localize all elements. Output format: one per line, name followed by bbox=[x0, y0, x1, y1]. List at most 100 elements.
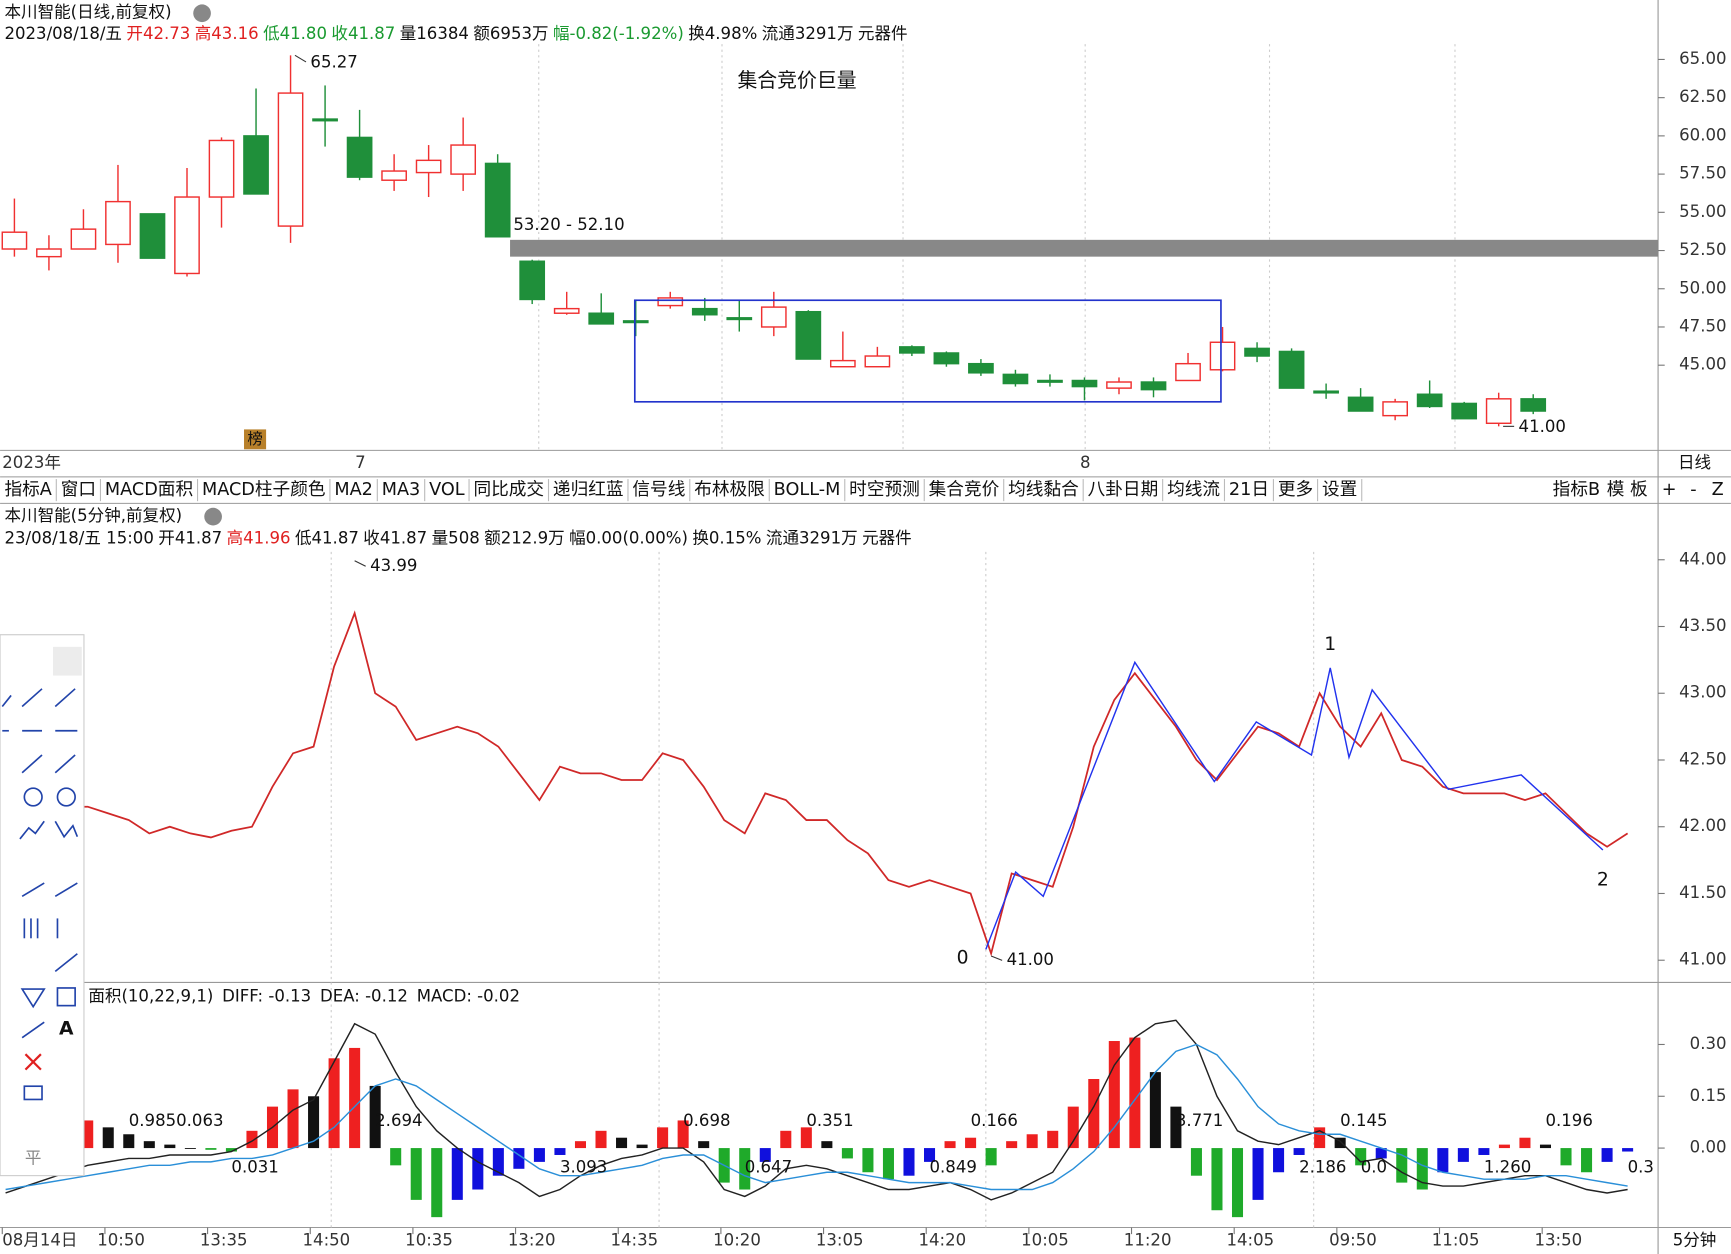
histogram-bar bbox=[205, 1148, 217, 1150]
period-label: 日线 bbox=[1678, 453, 1711, 472]
candle-body bbox=[1140, 381, 1167, 391]
histogram-bar bbox=[1581, 1148, 1593, 1173]
info-item: 元器件 bbox=[862, 528, 912, 547]
annotation: 41.00 bbox=[1007, 950, 1054, 969]
x-tick-label: 7 bbox=[355, 453, 366, 472]
area-label: 0.351 bbox=[806, 1111, 853, 1130]
annotation-pointer bbox=[990, 955, 1003, 961]
histogram-bar bbox=[1026, 1134, 1038, 1149]
toolbox-text[interactable]: 平 bbox=[25, 1149, 42, 1168]
toolbar-button[interactable]: MA3 bbox=[382, 480, 421, 500]
histogram-bar bbox=[1108, 1041, 1120, 1149]
close-button[interactable] bbox=[53, 646, 82, 676]
toolbar-button[interactable]: - bbox=[1690, 480, 1696, 500]
candle-body bbox=[1209, 341, 1236, 371]
info-item: 低41.80 bbox=[263, 24, 327, 43]
area-label: 0.196 bbox=[1545, 1111, 1592, 1130]
candle-body bbox=[415, 159, 442, 174]
toolbar-button[interactable]: 更多 bbox=[1278, 479, 1313, 500]
info-line: 23/08/18/五 15:00 开41.87 高41.96 低41.87 收41.87… bbox=[4, 528, 911, 547]
toolbar-button[interactable]: 同比成交 bbox=[473, 479, 544, 500]
y-tick-label: 44.00 bbox=[1679, 549, 1726, 568]
area-label: 0.9850.063 bbox=[129, 1111, 224, 1130]
toolbar-button[interactable]: + bbox=[1662, 480, 1677, 500]
histogram-bar bbox=[492, 1148, 504, 1176]
toolbar-button[interactable]: VOL bbox=[429, 480, 465, 500]
histogram-bar bbox=[1437, 1148, 1449, 1173]
candle-body bbox=[726, 317, 753, 321]
toolbar-button[interactable]: 指标A bbox=[4, 479, 51, 500]
candle-body bbox=[1, 231, 28, 250]
title: 本川智能(5分钟,前复权) bbox=[4, 506, 182, 525]
y-tick-label: 41.50 bbox=[1679, 883, 1726, 902]
info-item: 元器件 bbox=[858, 24, 908, 43]
annotation-pointer bbox=[294, 54, 307, 63]
histogram-bar bbox=[1519, 1137, 1531, 1149]
histogram-bar bbox=[1252, 1148, 1264, 1200]
histogram-bar bbox=[1539, 1144, 1552, 1149]
toolbar-button[interactable]: 模 板 bbox=[1607, 479, 1648, 500]
toolbar-button[interactable]: 递归红蓝 bbox=[553, 479, 624, 500]
candle-body bbox=[484, 162, 511, 238]
info-item: 幅0.00(0.00%) bbox=[569, 528, 688, 547]
toolbar-button[interactable]: 信号线 bbox=[632, 479, 685, 500]
histogram-bar bbox=[390, 1148, 402, 1166]
y-tick-label: 47.50 bbox=[1679, 316, 1726, 335]
toolbar-button[interactable]: 集合竞价 bbox=[929, 479, 1000, 500]
histogram-bar bbox=[1560, 1148, 1572, 1166]
toolbar-button[interactable]: MACD面积 bbox=[105, 479, 193, 500]
area-label: 3.771 bbox=[1176, 1111, 1223, 1130]
histogram-bar bbox=[1355, 1148, 1367, 1166]
y-tick-label: 52.50 bbox=[1679, 240, 1726, 259]
histogram-bar bbox=[82, 1120, 94, 1149]
toolbar-button[interactable]: Z bbox=[1712, 480, 1724, 500]
toolbox-text[interactable]: A bbox=[59, 1018, 74, 1039]
histogram-bar bbox=[1088, 1079, 1100, 1149]
info-item: 高43.16 bbox=[195, 24, 259, 43]
y-tick-label: 55.00 bbox=[1679, 202, 1726, 221]
histogram-bar bbox=[841, 1148, 853, 1159]
indicator-line bbox=[5, 1019, 1628, 1201]
histogram-bar bbox=[574, 1141, 586, 1149]
period-label: 5分钟 bbox=[1673, 1230, 1717, 1249]
annotation: 43.99 bbox=[370, 556, 417, 575]
info-item: 额212.9万 bbox=[484, 528, 564, 547]
histogram-bar bbox=[410, 1148, 422, 1200]
x-tick-label: 14:05 bbox=[1226, 1230, 1274, 1249]
toolbar-button[interactable]: 21日 bbox=[1229, 480, 1269, 500]
toolbox: A 平 bbox=[0, 634, 85, 1177]
area-label: 2.186 bbox=[1299, 1157, 1346, 1176]
histogram-bar bbox=[965, 1137, 977, 1149]
toolbar-button[interactable]: MACD柱子颜色 bbox=[202, 479, 326, 500]
toolbar-button[interactable]: 均线流 bbox=[1167, 479, 1220, 500]
toolbar-button[interactable]: 窗口 bbox=[61, 479, 96, 500]
info-item: 收41.87 bbox=[363, 528, 427, 547]
toolbar-button[interactable]: 均线黏合 bbox=[1008, 479, 1079, 500]
candle-body bbox=[1451, 402, 1478, 420]
histogram-bar bbox=[1211, 1148, 1223, 1211]
dropdown[interactable] bbox=[204, 507, 222, 526]
legend-item: DEA: -0.12 bbox=[320, 986, 408, 1005]
histogram-bar bbox=[1334, 1137, 1346, 1149]
area-label: 0.166 bbox=[971, 1111, 1018, 1130]
toolbar-button[interactable]: MA2 bbox=[334, 480, 373, 500]
histogram-bar bbox=[1396, 1148, 1408, 1183]
wave-label: 1 bbox=[1324, 634, 1336, 655]
dropdown[interactable] bbox=[193, 4, 211, 23]
candle-body bbox=[312, 118, 338, 122]
price-line bbox=[5, 610, 1629, 957]
toolbar-button[interactable]: 布林极限 bbox=[694, 479, 765, 500]
toolbar-button[interactable]: 八卦日期 bbox=[1088, 479, 1159, 500]
toolbar-button[interactable]: 设置 bbox=[1322, 479, 1357, 500]
toolbar-button[interactable]: 指标B bbox=[1553, 479, 1600, 500]
toolbar-button[interactable]: 时空预测 bbox=[849, 479, 920, 500]
area-label: 0.031 bbox=[231, 1157, 278, 1176]
candle-body bbox=[1071, 379, 1098, 388]
histogram-bar bbox=[554, 1148, 566, 1155]
histogram-bar bbox=[1498, 1144, 1510, 1149]
histogram-bar bbox=[821, 1141, 833, 1149]
toolbar-button[interactable]: BOLL-M bbox=[774, 480, 841, 500]
area-label: 0.698 bbox=[683, 1111, 730, 1130]
candle-body bbox=[553, 307, 580, 314]
candle-body bbox=[899, 346, 925, 354]
